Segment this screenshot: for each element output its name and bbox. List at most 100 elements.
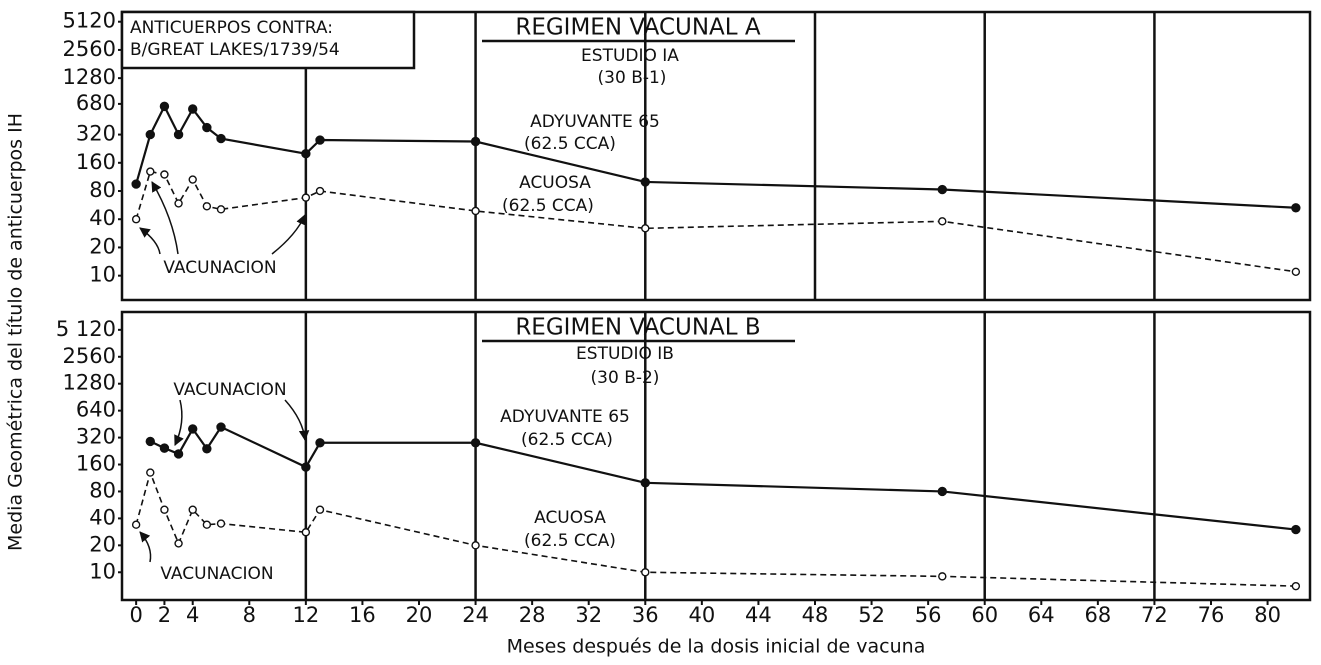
point [301, 528, 311, 537]
point [216, 133, 226, 144]
x-tick-label: 36 [632, 603, 659, 627]
point [160, 505, 169, 514]
y-tick-label: 5120 [63, 9, 116, 33]
line [135, 170, 1296, 273]
x-tick-label: 76 [1198, 603, 1225, 627]
point [146, 468, 155, 477]
x-tick-label: 24 [462, 603, 489, 627]
y-tick-label: 40 [89, 505, 116, 529]
point [159, 443, 170, 453]
x-tick-label: 8 [243, 603, 256, 627]
x-tick-label: 20 [406, 603, 433, 627]
subtitle: (30 B-2) [591, 368, 660, 388]
annotation: VACUNACION [160, 564, 273, 584]
y-tick-label: 640 [76, 398, 116, 422]
point [471, 206, 480, 216]
point [216, 519, 226, 528]
y-tick-label: 80 [89, 478, 116, 502]
x-tick-label: 28 [519, 603, 546, 627]
y-tick-label: 320 [76, 122, 116, 146]
point [641, 568, 650, 577]
arrow [271, 214, 307, 255]
point [301, 149, 311, 159]
y-tick-label: 40 [89, 206, 116, 230]
line [135, 103, 1296, 209]
x-tick-label: 44 [745, 603, 772, 627]
point [641, 224, 650, 233]
x-tick-label: 68 [1084, 603, 1111, 627]
point [188, 104, 198, 114]
chart-title: REGIMEN VACUNAL B [515, 315, 760, 341]
point [301, 193, 311, 202]
arrow [174, 399, 184, 446]
x-tick-label: 12 [292, 603, 319, 627]
point [145, 436, 155, 447]
point [315, 135, 325, 145]
x-tick-label: 2 [158, 603, 171, 627]
y-tick-label: 160 [76, 452, 116, 476]
point [174, 539, 183, 548]
point [173, 129, 184, 140]
y-axis-label: Media Geométrica del título de anticuerp… [5, 113, 27, 551]
subtitle: ESTUDIO IA [581, 46, 679, 66]
y-tick-label: 1280 [63, 371, 116, 395]
y-tick-label: 10 [89, 559, 116, 583]
point [173, 449, 184, 459]
x-tick-label: 80 [1254, 603, 1281, 627]
point [471, 541, 480, 550]
annotation: (62.5 CCA) [524, 134, 616, 154]
point [202, 202, 212, 211]
arrow [139, 227, 161, 255]
point [202, 520, 212, 529]
y-tick-label: 10 [89, 263, 116, 287]
subtitle: (30 B-1) [598, 68, 667, 88]
annotation: (62.5 CCA) [524, 531, 616, 551]
annotation: (62.5 CCA) [502, 196, 594, 216]
y-tick-label: 680 [76, 91, 116, 115]
arrow [284, 399, 310, 442]
point [216, 422, 226, 432]
point [216, 205, 226, 214]
point [470, 438, 481, 448]
box-text: ANTICUERPOS CONTRA: [130, 18, 333, 38]
point [145, 129, 155, 140]
x-tick-label: 48 [802, 603, 829, 627]
point [1291, 267, 1301, 276]
point [1291, 581, 1301, 591]
point [640, 177, 650, 187]
y-tick-label: 2560 [63, 344, 116, 368]
plot-frame [120, 310, 1312, 602]
point [174, 199, 183, 208]
point [131, 215, 141, 224]
point [188, 175, 197, 184]
point [1291, 203, 1301, 213]
annotation: ADYUVANTE 65 [530, 112, 660, 132]
point [131, 179, 141, 189]
point [315, 438, 325, 448]
annotation: ADYUVANTE 65 [500, 407, 630, 427]
annotation: (62.5 CCA) [521, 430, 613, 450]
point [937, 184, 947, 195]
subtitle: ESTUDIO IB [576, 344, 674, 364]
annotation: VACUNACION [163, 258, 276, 278]
point [202, 122, 212, 133]
point [160, 170, 169, 179]
chart-title: REGIMEN VACUNAL A [515, 15, 761, 41]
y-tick-label: 1280 [63, 65, 116, 89]
point [131, 520, 141, 529]
arrow [151, 181, 179, 255]
arrow [139, 531, 152, 563]
y-tick-label: 160 [76, 150, 116, 174]
point [188, 505, 197, 514]
x-tick-label: 64 [1028, 603, 1055, 627]
point [202, 444, 212, 454]
point [1291, 524, 1301, 535]
x-axis-label: Meses después de la dosis inicial de vac… [507, 636, 926, 658]
point [188, 424, 198, 434]
point [470, 136, 481, 147]
point [938, 217, 947, 226]
x-tick-label: 40 [688, 603, 715, 627]
point [315, 505, 325, 514]
point [937, 486, 947, 497]
